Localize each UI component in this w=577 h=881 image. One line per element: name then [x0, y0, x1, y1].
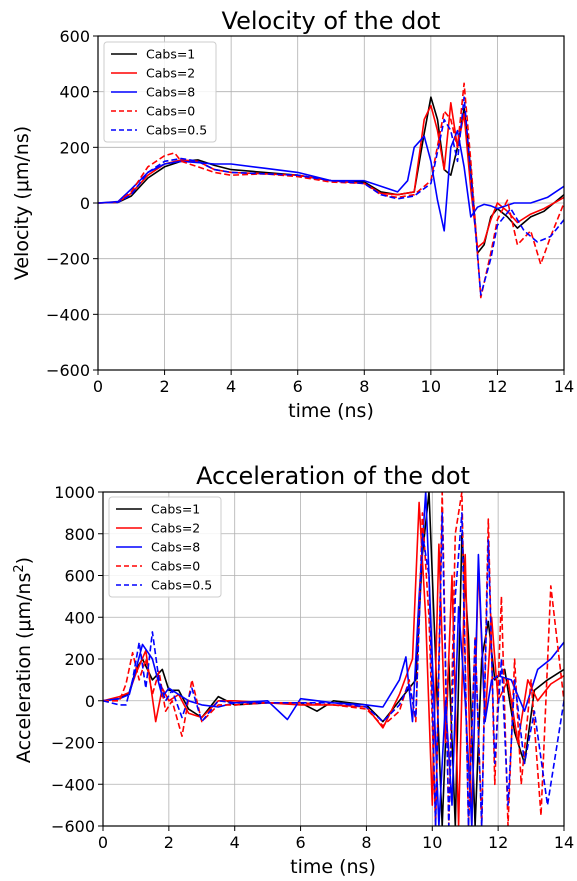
x-tick-label: 6 — [293, 377, 303, 396]
x-tick-label: 14 — [554, 377, 574, 396]
acceleration-ylabel-sup: 2 — [12, 564, 27, 572]
velocity-line-cabs-0 — [98, 82, 564, 299]
acceleration-line-cabs-2 — [103, 501, 564, 826]
legend-label: Cabs=0 — [146, 104, 195, 119]
legend-label: Cabs=0.5 — [151, 578, 212, 593]
acceleration-series — [103, 492, 564, 826]
y-tick-label: −400 — [46, 305, 90, 324]
x-tick-label: 10 — [421, 377, 441, 396]
velocity-legend: Cabs=1 Cabs=2 Cabs=8 Cabs=0 Cabs=0.5 — [103, 41, 217, 143]
velocity-line-cabs-8 — [98, 129, 564, 232]
acceleration-plot: 0 2 4 6 8 10 12 14 −600 −400 −200 0 200 400 600 800 1000… — [12, 462, 574, 878]
x-tick-label: 10 — [422, 833, 442, 852]
y-tick-label: 0 — [80, 194, 90, 213]
y-tick-label: 600 — [59, 27, 90, 46]
y-tick-label: 0 — [85, 692, 95, 711]
acceleration-ticks: 0 2 4 6 8 10 12 14 −600 −400 −200 0 200 400 600 800 1000 — [51, 483, 574, 852]
legend-label: Cabs=1 — [146, 47, 195, 62]
x-tick-label: 12 — [488, 833, 508, 852]
acceleration-xlabel: time (ns) — [290, 856, 376, 877]
legend-label: Cabs=8 — [146, 85, 195, 100]
x-tick-label: 4 — [226, 377, 236, 396]
y-tick-label: 600 — [64, 567, 95, 586]
x-tick-label: 2 — [164, 833, 174, 852]
x-tick-label: 14 — [554, 833, 574, 852]
y-tick-label: −400 — [51, 775, 95, 794]
legend-label: Cabs=1 — [151, 502, 200, 517]
acceleration-ylabel-main: Acceleration (μm/ns — [13, 573, 35, 763]
velocity-title: Velocity of the dot — [222, 7, 441, 35]
acceleration-legend: Cabs=1 Cabs=2 Cabs=8 Cabs=0 Cabs=0.5 — [108, 496, 222, 598]
y-tick-label: −200 — [46, 250, 90, 269]
velocity-plot: 0 2 4 6 8 10 12 14−600−400−2000200400600Cabs=1C… — [11, 7, 574, 422]
x-tick-label: 8 — [359, 377, 369, 396]
velocity-grid — [97, 35, 565, 371]
velocity-line-cabs-2 — [98, 102, 564, 249]
x-tick-label: 4 — [230, 833, 240, 852]
legend-box — [103, 41, 217, 143]
acceleration-line-cabs-8 — [103, 492, 564, 826]
legend-box — [108, 496, 222, 598]
y-tick-label: 800 — [64, 525, 95, 544]
legend-label: Cabs=2 — [151, 521, 200, 536]
y-tick-label: 200 — [64, 650, 95, 669]
x-tick-label: 0 — [98, 833, 108, 852]
acceleration-ylabel: Acceleration (μm/ns2) — [12, 557, 35, 763]
acceleration-line-cabs-0-5 — [103, 512, 564, 826]
y-tick-label: −600 — [51, 817, 95, 836]
y-tick-label: 400 — [64, 608, 95, 627]
acceleration-line-cabs-1 — [103, 492, 564, 826]
acceleration-ylabel-end: ) — [13, 557, 35, 564]
x-tick-label: 2 — [159, 377, 169, 396]
y-tick-label: −600 — [46, 361, 90, 380]
velocity-series — [98, 82, 564, 299]
legend-label: Cabs=0.5 — [146, 123, 207, 138]
velocity-ticks: 0 2 4 6 8 10 12 14 −600 −400 −200 0 200 400 600 — [46, 27, 574, 396]
y-tick-label: −200 — [51, 734, 95, 753]
acceleration-line-cabs-0 — [103, 492, 564, 826]
acceleration-title: Acceleration of the dot — [196, 462, 470, 490]
x-tick-label: 0 — [93, 377, 103, 396]
velocity-xlabel: time (ns) — [288, 400, 374, 422]
legend-label: Cabs=8 — [151, 540, 200, 555]
legend-label: Cabs=0 — [151, 559, 200, 574]
x-tick-label: 8 — [361, 833, 371, 852]
x-tick-label: 6 — [295, 833, 305, 852]
y-tick-label: 1000 — [54, 483, 95, 502]
y-tick-label: 400 — [59, 83, 90, 102]
y-tick-label: 200 — [59, 138, 90, 157]
x-tick-label: 12 — [487, 377, 507, 396]
legend-label: Cabs=2 — [146, 66, 195, 81]
velocity-ylabel: Velocity (μm/ns) — [11, 126, 33, 280]
